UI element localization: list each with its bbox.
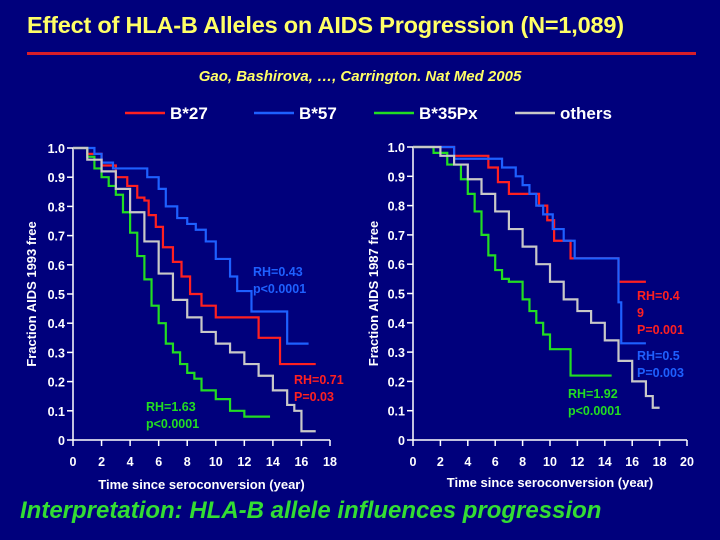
- x-tick-label: 18: [653, 455, 667, 469]
- annotation-text: p<0.0001: [146, 417, 199, 431]
- series-line-b35px: [73, 146, 271, 418]
- x-tick-label: 20: [680, 455, 694, 469]
- annotation-text: RH=0.43: [253, 265, 303, 279]
- x-tick-label: 6: [155, 455, 162, 469]
- legend-label-3: others: [560, 104, 612, 123]
- x-tick-label: 4: [127, 455, 134, 469]
- x-tick-label: 0: [70, 455, 77, 469]
- y-tick-label: 0.9: [388, 170, 405, 184]
- annotation-text: RH=0.4: [637, 289, 680, 303]
- series-line-others: [73, 146, 316, 433]
- x-tick-label: 6: [492, 455, 499, 469]
- annotation-text: RH=1.92: [568, 387, 618, 401]
- x-tick-label: 10: [209, 455, 223, 469]
- annotation-text: RH=0.5: [637, 349, 680, 363]
- slide-title: Effect of HLA-B Alleles on AIDS Progress…: [27, 12, 624, 38]
- y-tick-label: 0.2: [48, 376, 65, 390]
- annotation-text: P=0.003: [637, 366, 684, 380]
- x-tick-label: 16: [294, 455, 308, 469]
- y-tick-label: 0.7: [48, 230, 65, 244]
- y-tick-label: 1.0: [388, 141, 405, 155]
- annotation-text: P=0.03: [294, 390, 334, 404]
- x-tick-label: 14: [266, 455, 280, 469]
- y-tick-label: 0.5: [388, 288, 405, 302]
- x-axis-label: Time since seroconversion (year): [447, 475, 653, 490]
- annotation-text: 9: [637, 306, 644, 320]
- citation: Gao, Bashirova, …, Carrington. Nat Med 2…: [198, 68, 522, 85]
- legend: B*27 B*57 B*35Px others: [125, 104, 612, 123]
- legend-label-1: B*57: [299, 104, 337, 123]
- y-tick-label: 0.9: [48, 171, 65, 185]
- y-tick-label: 0.1: [48, 405, 65, 419]
- y-tick-label: 0.5: [48, 288, 65, 302]
- legend-label-2: B*35Px: [419, 104, 478, 123]
- series-line-b27: [413, 145, 646, 283]
- annotation-text: p<0.0001: [568, 404, 621, 418]
- y-axis-label: Fraction AIDS 1993 free: [24, 221, 39, 366]
- y-tick-label: 0.6: [388, 258, 405, 272]
- y-axis-label: Fraction AIDS 1987 free: [366, 221, 381, 366]
- interpretation-text: Interpretation: HLA-B allele influences …: [20, 497, 602, 524]
- series-line-b57: [413, 145, 646, 345]
- x-tick-label: 12: [570, 455, 584, 469]
- chart-aids-1993: 0 0.1 0.2 0.3 0.4 0.5 0.6 0.7 0.8 0.9 1.0 0 2 4 6 8 10 12…: [24, 142, 344, 492]
- y-tick-label: 1.0: [48, 142, 65, 156]
- annotation-text: RH=0.71: [294, 373, 344, 387]
- x-tick-label: 14: [598, 455, 612, 469]
- series-line-b57: [73, 146, 309, 345]
- y-tick-label: 0.4: [388, 317, 405, 331]
- title-underline: [27, 52, 696, 55]
- x-tick-label: 8: [184, 455, 191, 469]
- x-tick-label: 2: [437, 455, 444, 469]
- series-line-b35px: [413, 145, 612, 377]
- x-tick-label: 12: [237, 455, 251, 469]
- x-tick-label: 2: [98, 455, 105, 469]
- x-tick-label: 4: [464, 455, 471, 469]
- y-tick-label: 0.8: [48, 200, 65, 214]
- y-tick-label: 0.7: [388, 229, 405, 243]
- legend-label-0: B*27: [170, 104, 208, 123]
- y-tick-label: 0.8: [388, 200, 405, 214]
- chart-aids-1987: 0 0.1 0.2 0.3 0.4 0.5 0.6 0.7 0.8 0.9 1.0 0 2 4 6 8 10 12…: [366, 141, 694, 490]
- x-tick-label: 16: [625, 455, 639, 469]
- annotation-text: P=0.001: [637, 323, 684, 337]
- y-tick-label: 0.2: [388, 375, 405, 389]
- x-tick-label: 10: [543, 455, 557, 469]
- y-tick-label: 0.3: [48, 346, 65, 360]
- annotation-text: RH=1.63: [146, 400, 196, 414]
- y-tick-label: 0.3: [388, 346, 405, 360]
- x-tick-label: 18: [323, 455, 337, 469]
- y-tick-label: 0.1: [388, 405, 405, 419]
- y-tick-label: 0: [58, 434, 65, 448]
- y-tick-label: 0.6: [48, 259, 65, 273]
- y-tick-label: 0: [398, 434, 405, 448]
- annotation-text: p<0.0001: [253, 282, 306, 296]
- x-axis-label: Time since seroconversion (year): [98, 477, 304, 492]
- series-line-others: [413, 145, 660, 409]
- x-tick-label: 0: [410, 455, 417, 469]
- y-tick-label: 0.4: [48, 317, 65, 331]
- x-tick-label: 8: [519, 455, 526, 469]
